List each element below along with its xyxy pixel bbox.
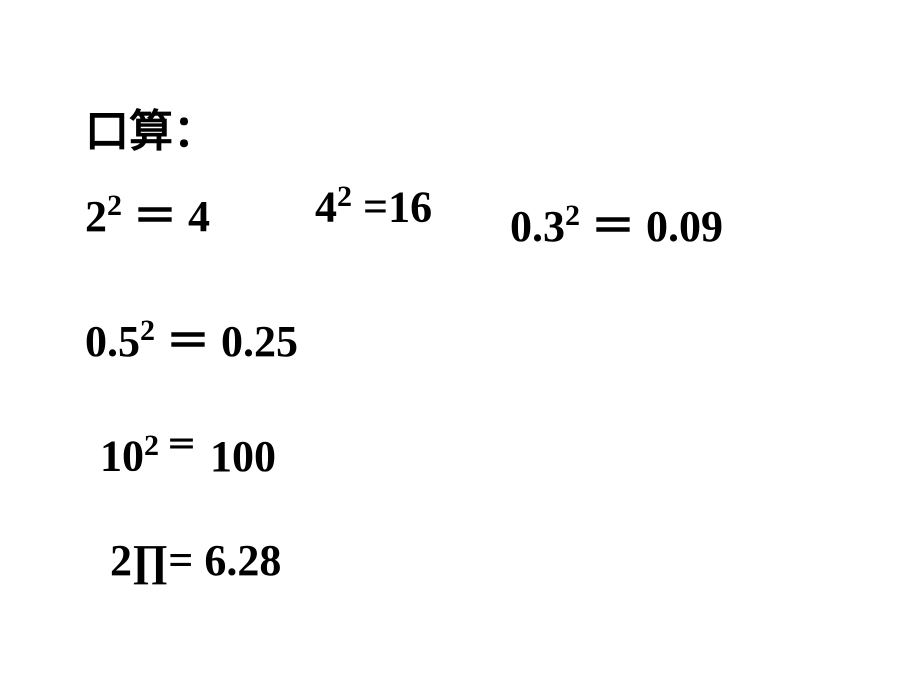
expr-2-squared: 22 ＝ 4 bbox=[85, 180, 210, 244]
math-superscript: 2 bbox=[144, 429, 159, 462]
equals-sign: ＝ bbox=[122, 192, 188, 241]
math-result: 6.28 bbox=[204, 536, 281, 585]
math-result: 16 bbox=[388, 183, 432, 232]
math-result: 0.09 bbox=[646, 202, 723, 251]
equals-sign: = bbox=[352, 183, 388, 232]
equals-sign: = bbox=[168, 536, 204, 585]
math-superscript: 2 bbox=[565, 199, 580, 232]
expr-4-squared: 42 =16 bbox=[315, 180, 432, 233]
math-result: 0.25 bbox=[221, 317, 298, 366]
math-base: 0.3 bbox=[510, 202, 565, 251]
math-base: 4 bbox=[315, 183, 337, 232]
math-base: 10 bbox=[100, 432, 144, 481]
equals-sign: ＝ bbox=[155, 317, 221, 366]
expr-0.3-squared: 0.32 ＝ 0.09 bbox=[510, 190, 723, 254]
math-superscript: 2 bbox=[107, 189, 122, 222]
math-superscript: 2 bbox=[337, 180, 352, 213]
heading-mental-arithmetic: 口算： bbox=[85, 95, 217, 159]
heading-text: 口算： bbox=[85, 107, 217, 156]
math-base: 2∏ bbox=[110, 536, 168, 585]
expr-2pi: 2∏= 6.28 bbox=[110, 535, 281, 586]
math-result: 4 bbox=[188, 192, 210, 241]
math-base: 0.5 bbox=[85, 317, 140, 366]
equals-sign: ＝ bbox=[159, 429, 204, 462]
expr-10-squared: 102 ＝ 100 bbox=[100, 420, 276, 482]
math-base: 2 bbox=[85, 192, 107, 241]
math-superscript: 2 bbox=[140, 314, 155, 347]
math-result: 100 bbox=[210, 432, 276, 481]
expr-0.5-squared: 0.52 ＝ 0.25 bbox=[85, 305, 298, 369]
equals-sign: ＝ bbox=[580, 202, 646, 251]
